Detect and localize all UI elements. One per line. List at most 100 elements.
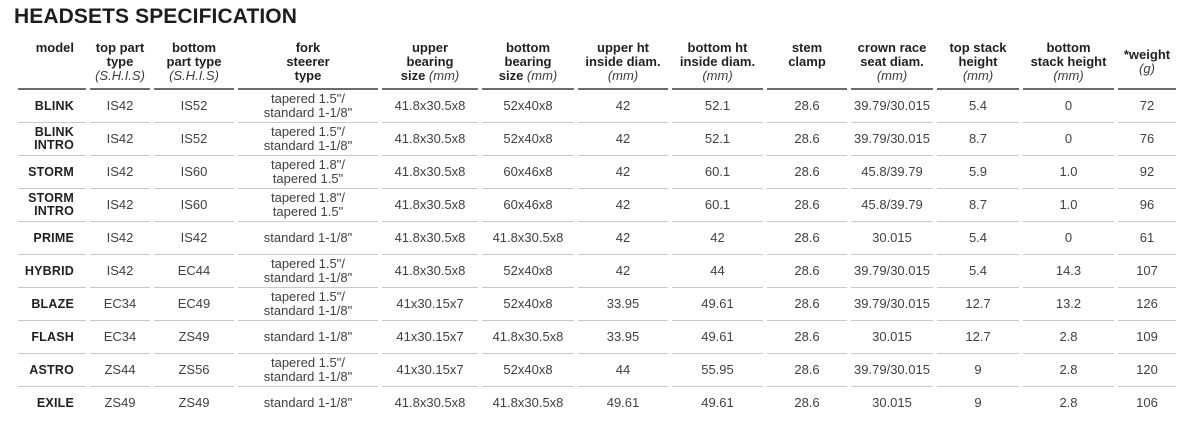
header-line-text: seat diam. [860, 54, 924, 69]
cell-bottom-part-type: EC44 [154, 255, 234, 288]
header-line: fork [238, 41, 378, 55]
column-header-bottom-stack-height: bottom stack height (mm) [1023, 35, 1114, 90]
cell-model: FLASH [18, 321, 86, 354]
header-line-text: top part [95, 40, 145, 55]
header-line: model [18, 41, 74, 55]
cell-upper-bearing-size: 41x30.15x7 [382, 321, 478, 354]
cell-bottom-stack-height: 0 [1023, 90, 1114, 123]
table-row: STORM IS42 IS60 tapered 1.8"/ tapered 1.5" 4… [18, 156, 1176, 189]
cell-bottom-bearing-size: 41.8x30.5x8 [482, 321, 574, 354]
cell-bottom-stack-height: 0 [1023, 222, 1114, 255]
header-line: *weight [1118, 48, 1176, 62]
header-line: size (mm) [482, 69, 574, 83]
cell-fork-steerer-type: tapered 1.5"/ standard 1-1/8" [238, 90, 378, 123]
cell-bottom-bearing-size: 41.8x30.5x8 [492, 395, 564, 410]
cell-fork-steerer-type: standard 1-1/8" [238, 321, 378, 354]
cell-weight: 109 [1118, 321, 1176, 354]
header-line: (mm) [1023, 69, 1114, 83]
column-header-top-part-type: top part type (S.H.I.S) [90, 35, 150, 90]
cell-upper-ht-inside-diam: 33.95 [578, 321, 668, 354]
cell-fork-steerer-type: tapered 1.5"/ standard 1-1/8" [238, 354, 378, 387]
header-unit-text: (mm) [876, 68, 908, 83]
header-unit-text: (mm) [526, 68, 558, 83]
column-header-crown-race-seat-diam: crown race seat diam. (mm) [851, 35, 933, 90]
cell-bottom-part-type: IS60 [154, 156, 234, 189]
column-header-upper-ht-inside-diam: upper ht inside diam. (mm) [578, 35, 668, 90]
cell-top-part-type: IS42 [90, 90, 150, 123]
spec-table-header-row: model top part type (S.H.I.S) bottom part typ… [18, 35, 1176, 90]
cell-model: STORM INTRO [18, 189, 86, 222]
cell-bottom-ht-inside-diam: 44 [672, 255, 763, 288]
cell-top-part-type: ZS49 [104, 395, 136, 410]
cell-bottom-bearing-size: 41.8x30.5x8 [482, 222, 574, 255]
cell-fork-steerer-type: tapered 1.8"/ tapered 1.5" [238, 156, 378, 189]
cell-stem-clamp: 28.6 [767, 354, 847, 387]
cell-bottom-stack-height: 2.8 [1059, 395, 1078, 410]
header-line-text: fork [295, 40, 321, 55]
column-header-bottom-bearing-size: bottom bearing size (mm) [482, 35, 574, 90]
cell-bottom-part-type: IS60 [154, 189, 234, 222]
cell-top-part-type: IS42 [90, 222, 150, 255]
header-line: bottom [482, 41, 574, 55]
cell-bottom-bearing-size: 52x40x8 [482, 288, 574, 321]
header-line: bearing [482, 55, 574, 69]
cell-bottom-stack-height: 1.0 [1023, 156, 1114, 189]
cell-weight: 76 [1118, 123, 1176, 156]
cell-crown-race-seat-diam: 39.79/30.015 [851, 255, 933, 288]
header-line-text: top stack [949, 40, 1007, 55]
header-line: (mm) [578, 69, 668, 83]
cell-bottom-bearing-size: 52x40x8 [482, 90, 574, 123]
header-line: height [937, 55, 1019, 69]
header-line-text: steerer [286, 54, 330, 69]
cell-crown-race-seat-diam: 45.8/39.79 [851, 156, 933, 189]
cell-bottom-stack-height: 13.2 [1023, 288, 1114, 321]
column-header-upper-bearing-size: upper bearing size (mm) [382, 35, 478, 90]
cell-top-part-type: IS42 [90, 123, 150, 156]
cell-weight: 120 [1118, 354, 1176, 387]
cell-upper-ht-inside-diam: 42 [578, 255, 668, 288]
cell-crown-race-seat-diam: 30.015 [851, 321, 933, 354]
cell-stem-clamp: 28.6 [767, 222, 847, 255]
column-header-stem-clamp: stem clamp [767, 35, 847, 90]
cell-weight: 106 [1136, 395, 1158, 410]
header-unit-text: (mm) [1053, 68, 1084, 83]
cell-upper-ht-inside-diam: 42 [578, 123, 668, 156]
header-line: seat diam. [851, 55, 933, 69]
cell-weight: 61 [1118, 222, 1176, 255]
header-line-text: model [35, 40, 74, 55]
header-unit-text: (mm) [607, 68, 639, 83]
cell-bottom-ht-inside-diam: 60.1 [672, 156, 763, 189]
cell-weight: 96 [1118, 189, 1176, 222]
header-line: top part [90, 41, 150, 55]
cell-upper-bearing-size: 41.8x30.5x8 [382, 255, 478, 288]
header-line-text: height [958, 54, 998, 69]
table-row: BLAZE EC34 EC49 tapered 1.5"/ standard 1-1/… [18, 288, 1176, 321]
header-line-text: bottom [505, 40, 551, 55]
header-unit-text: (S.H.I.S) [95, 68, 145, 83]
cell-stem-clamp: 28.6 [794, 395, 820, 410]
cell-stem-clamp: 28.6 [767, 255, 847, 288]
cell-top-stack-height: 8.7 [937, 123, 1019, 156]
header-line-text: inside diam. [679, 54, 756, 69]
cell-bottom-part-type: EC49 [154, 288, 234, 321]
header-unit-text: (mm) [428, 68, 460, 83]
cell-upper-ht-inside-diam: 42 [578, 156, 668, 189]
cell-crown-race-seat-diam: 39.79/30.015 [851, 123, 933, 156]
cell-fork-steerer-type: tapered 1.5"/ standard 1-1/8" [238, 123, 378, 156]
header-line: part type [154, 55, 234, 69]
header-line-text: bottom [171, 40, 217, 55]
header-line: bottom [154, 41, 234, 55]
cell-top-stack-height: 5.4 [937, 90, 1019, 123]
cell-upper-bearing-size: 41.8x30.5x8 [382, 156, 478, 189]
cell-bottom-part-type: IS42 [154, 222, 234, 255]
cell-crown-race-seat-diam: 45.8/39.79 [851, 189, 933, 222]
header-line: bottom ht [672, 41, 763, 55]
header-line: (mm) [851, 69, 933, 83]
table-row: BLINK IS42 IS52 tapered 1.5"/ standard 1-1/… [18, 90, 1176, 123]
cell-upper-bearing-size: 41.8x30.5x8 [382, 189, 478, 222]
header-line-text: bearing [406, 54, 454, 69]
table-row: STORM INTRO IS42 IS60 tapered 1.8"/ tapered… [18, 189, 1176, 222]
cell-bottom-ht-inside-diam: 60.1 [672, 189, 763, 222]
header-line: top stack [937, 41, 1019, 55]
cell-bottom-ht-inside-diam: 49.61 [672, 321, 763, 354]
